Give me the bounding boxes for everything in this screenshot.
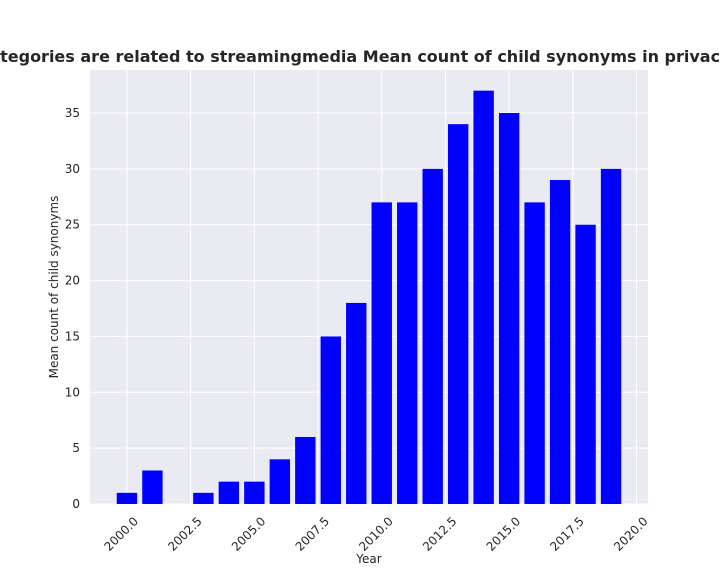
bar [142,470,163,504]
x-tick-label: 2012.5 [420,514,460,554]
x-tick-label: 2017.5 [547,514,587,554]
bar [397,202,418,505]
bar [600,168,622,504]
y-axis-label: Mean count of child synonyms [47,196,61,379]
chart-title-wrap: Mean count of child synonyms in privacy … [0,47,720,69]
y-tick-label: 15 [65,329,80,343]
y-tick-label: 10 [65,385,80,399]
x-tick-label: 2005.0 [229,514,269,554]
bar [549,180,571,504]
bar [116,492,138,504]
chart-title: Mean count of child synonyms in privacy … [0,47,720,66]
y-tick-label: 30 [65,162,80,176]
bar [346,302,367,504]
y-tick-labels: 0 5 10 15 20 25 30 35 [65,106,80,511]
y-tick-label: 0 [72,497,80,511]
x-tick-label: 2015.0 [484,514,524,554]
bar [320,336,341,504]
bar [244,481,265,504]
bar [295,436,316,504]
x-tick-labels: 2000.0 2002.5 2005.0 2007.5 2010.0 2012.5 2015… [101,514,650,554]
x-tick-label: 2002.5 [165,514,205,554]
x-tick-label: 2000.0 [101,514,141,554]
y-tick-label: 35 [65,106,80,120]
y-tick-label: 25 [65,218,80,232]
x-tick-label: 2020.0 [611,514,651,554]
bar [218,481,240,504]
y-tick-label: 5 [72,441,80,455]
bar [269,459,291,504]
bar [498,113,520,505]
bar [447,124,469,505]
bar [473,90,494,505]
x-tick-label: 2010.0 [356,514,396,554]
x-axis-label: Year [355,552,381,566]
bar [524,202,545,505]
bar [575,224,596,505]
x-tick-label: 2007.5 [293,514,333,554]
bar [371,202,392,505]
bar [422,168,443,504]
y-tick-label: 20 [65,274,80,288]
bars [116,90,622,505]
bar [193,492,214,504]
